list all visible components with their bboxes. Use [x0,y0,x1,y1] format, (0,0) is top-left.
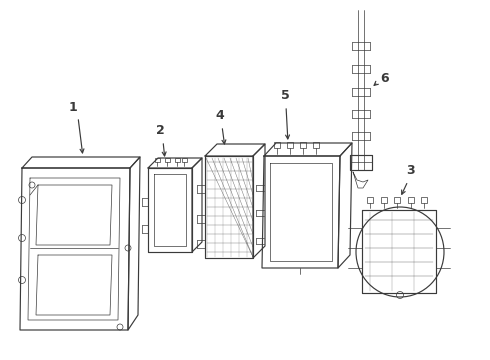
Bar [165,158,170,162]
Text: 6: 6 [381,72,390,85]
Bar [408,197,414,203]
Bar [421,197,427,203]
Text: 4: 4 [216,108,224,122]
Text: 1: 1 [69,100,77,113]
Bar [381,197,387,203]
Bar [174,158,179,162]
Bar [274,142,280,148]
Bar [154,158,160,162]
Text: 5: 5 [281,89,290,102]
Bar [367,197,373,203]
Bar [394,197,400,203]
Bar [181,158,187,162]
Bar [300,142,306,148]
Text: 2: 2 [156,123,164,136]
Bar [313,142,319,148]
Bar [287,142,293,148]
Text: 3: 3 [406,163,415,176]
